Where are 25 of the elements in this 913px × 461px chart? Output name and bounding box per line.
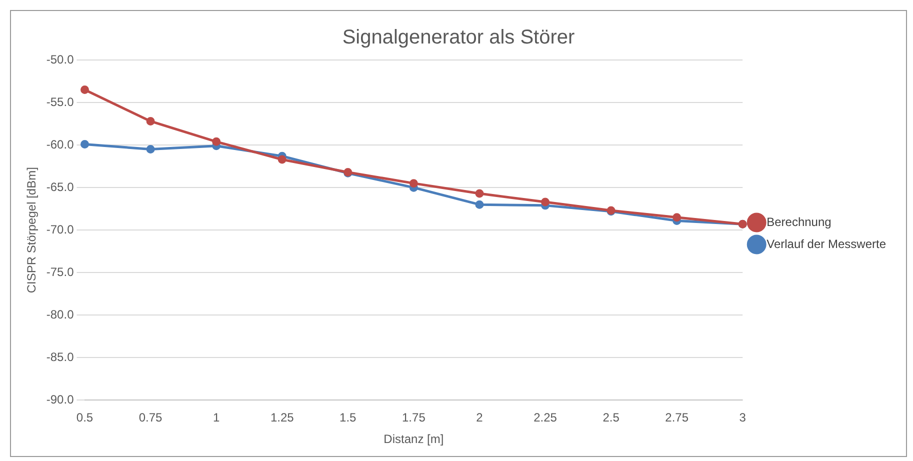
x-tick-label: 2.75: [665, 410, 689, 425]
y-tick-label: -80.0: [46, 307, 74, 322]
y-tick-label: -65.0: [46, 180, 74, 194]
x-tick-label: 3: [739, 410, 746, 425]
y-tick-label: -55.0: [46, 94, 74, 109]
y-tick-label: -70.0: [46, 222, 74, 236]
legend-label: Berechnung: [766, 214, 832, 229]
x-tick-label: 0.75: [138, 410, 163, 425]
x-tick-label: 1.5: [340, 410, 357, 425]
x-tick-label: 2.5: [602, 410, 620, 425]
x-tick-label: 1.75: [402, 410, 426, 425]
y-tick-label: -85.0: [46, 350, 74, 364]
x-tick-label: 2.25: [534, 410, 558, 425]
legend-label: Verlauf der Messwerte: [766, 236, 886, 251]
x-tick-label: 2: [476, 410, 484, 425]
x-tick-label: 1.25: [270, 410, 294, 425]
x-tick-label: 1: [212, 410, 220, 425]
y-tick-label: -60.0: [46, 137, 74, 152]
y-tick-label: -90.0: [46, 392, 74, 407]
y-tick-label: -75.0: [46, 264, 74, 279]
y-axis-title: CISPR Störpegel [dBm]: [24, 167, 39, 294]
chart-title: Signalgenerator als Störer: [342, 26, 576, 49]
x-axis-title: Distanz [m]: [384, 432, 444, 446]
x-tick-label: 0.5: [76, 410, 94, 425]
y-tick-label: -50.0: [46, 52, 74, 66]
